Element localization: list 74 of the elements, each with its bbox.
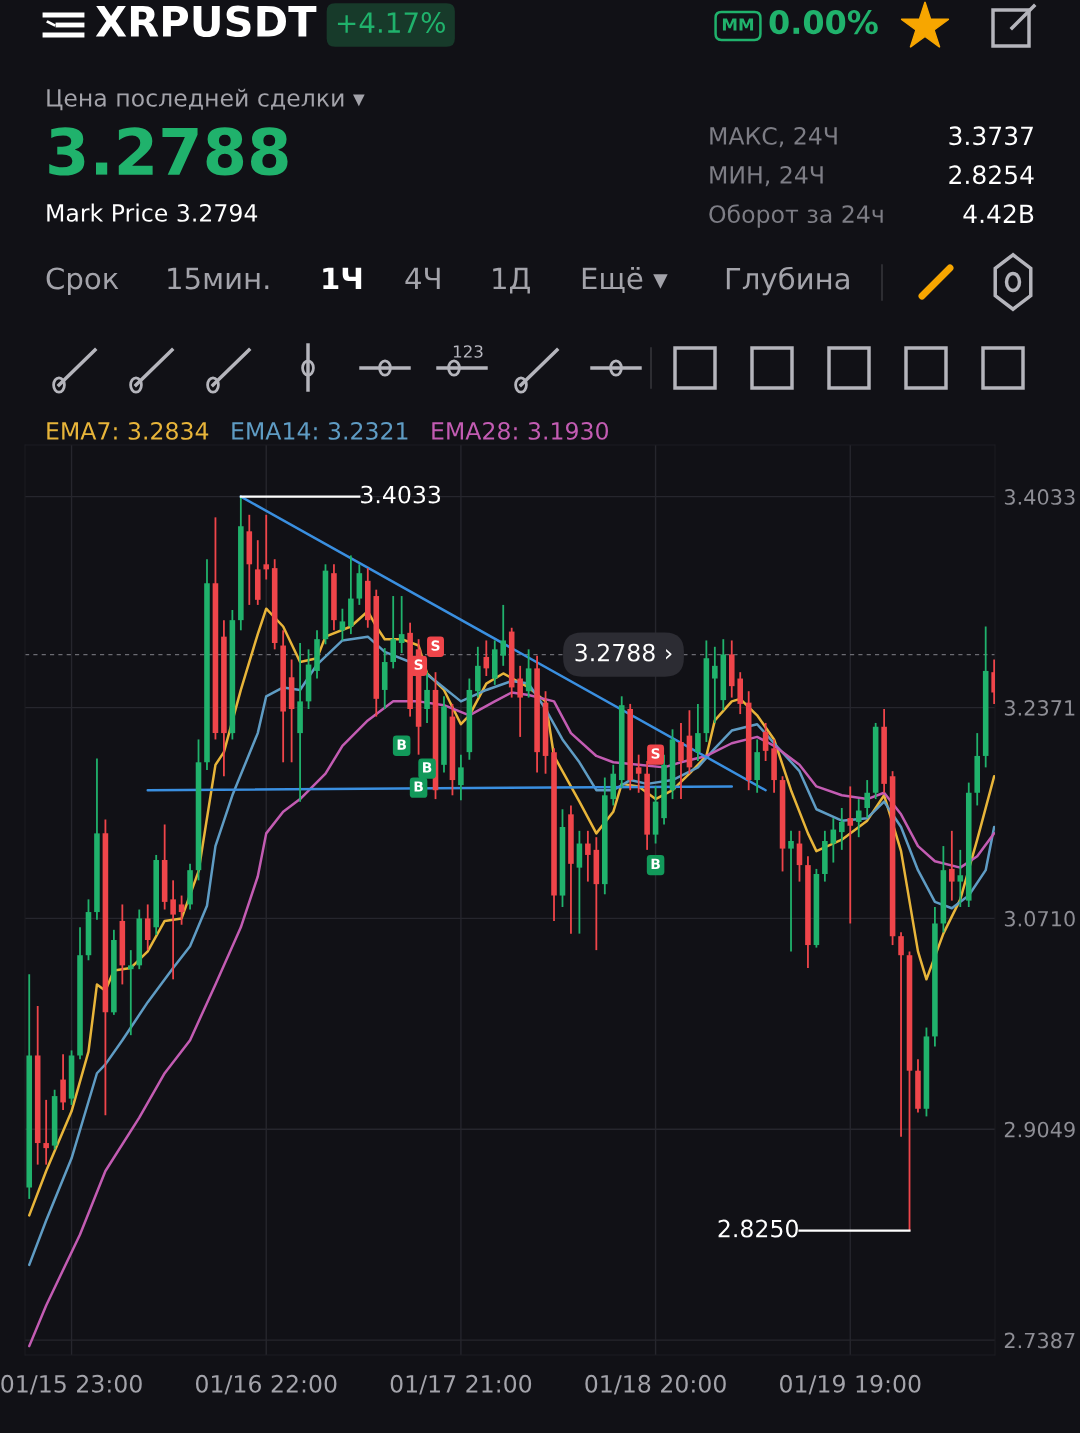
candlestick: [263, 513, 270, 581]
candlestick: [678, 722, 684, 801]
candlestick: [178, 894, 185, 926]
text: 15мин.: [168, 267, 269, 290]
candlestick: [128, 949, 134, 1037]
candlestick: [398, 595, 405, 655]
annotation: 2.8250: [718, 1219, 798, 1238]
candlestick: [839, 807, 845, 851]
candlestick: [957, 848, 964, 908]
annotation: S: [414, 659, 423, 670]
candlestick: [830, 817, 837, 864]
candlestick: [898, 931, 904, 1138]
text: 1Ч: [323, 267, 362, 290]
candlestick: [864, 779, 870, 820]
candlestick: [144, 903, 151, 952]
candlestick: [43, 1098, 49, 1166]
y-tick-label: 3.0710: [1004, 910, 1075, 927]
x-tick-label: 01/18 20:00: [585, 1374, 726, 1395]
annotation: S: [651, 748, 660, 759]
candlestick: [60, 1053, 66, 1111]
text: Глубина: [726, 266, 849, 296]
annotation: B: [414, 781, 423, 792]
y-tick-label: 2.9049: [1004, 1121, 1075, 1138]
text: +4.17%: [337, 12, 445, 34]
text: 4Ч: [405, 267, 440, 290]
annotation: S: [431, 640, 440, 651]
candlestick: [585, 829, 591, 883]
annotation: 3.4033: [361, 485, 441, 504]
text: EMA28: 3.1930: [432, 421, 608, 440]
candlestick: [695, 703, 701, 762]
candlestick: [500, 604, 507, 667]
candlestick: [762, 722, 769, 762]
text: 0.00%: [769, 10, 878, 35]
x-tick-label: 01/16 22:00: [195, 1374, 337, 1395]
candlestick: [390, 595, 396, 670]
candlestick: [525, 648, 532, 699]
x-tick-label: 01/15 23:00: [1, 1374, 142, 1395]
text: Срок: [46, 267, 119, 296]
text: Цена последней сделки ▾: [47, 88, 365, 111]
candlestick: [949, 829, 955, 902]
text: МАКС, 24Ч: [710, 126, 837, 148]
candlestick: [788, 829, 794, 953]
candlestick: [517, 664, 523, 738]
candlestick: [635, 753, 642, 794]
text: EMA14: 3.2321: [232, 421, 408, 440]
text: Ещё ▾: [582, 266, 668, 294]
annotation: B: [397, 739, 406, 750]
ref-line-label: 3.2788 ›: [575, 643, 672, 662]
chart-title: XRPUSDT: [95, 5, 317, 38]
text: 4.42B: [963, 204, 1034, 223]
candlestick: [424, 671, 430, 724]
y-tick-label: 3.2371: [1004, 700, 1075, 716]
text: EMA7: 3.2834: [47, 421, 209, 440]
x-tick-label: 01/17 21:00: [390, 1374, 532, 1395]
candlestick: [712, 645, 718, 724]
annotation: B: [423, 762, 432, 773]
y-tick-label: 2.7387: [1004, 1332, 1075, 1349]
x-tick-label: 01/19 19:00: [780, 1374, 921, 1395]
text: 2.8254: [949, 165, 1034, 185]
text: Mark Price 3.2794: [47, 203, 258, 222]
candlestick: [339, 607, 346, 642]
annotation: B: [651, 858, 660, 869]
text: 3.3737: [949, 126, 1033, 146]
text: 3.2788: [49, 127, 288, 176]
text: 123: [453, 345, 483, 358]
candlestick: [170, 879, 176, 981]
text: Оборот за 24ч: [709, 204, 883, 228]
text: MM: [722, 18, 754, 31]
candlestick: [855, 798, 862, 839]
text: 1Д: [493, 267, 530, 294]
y-tick-label: 3.4033: [1004, 489, 1075, 505]
text: МИН, 24Ч: [710, 165, 823, 187]
candlestick: [458, 753, 464, 802]
candlestick: [847, 785, 854, 925]
